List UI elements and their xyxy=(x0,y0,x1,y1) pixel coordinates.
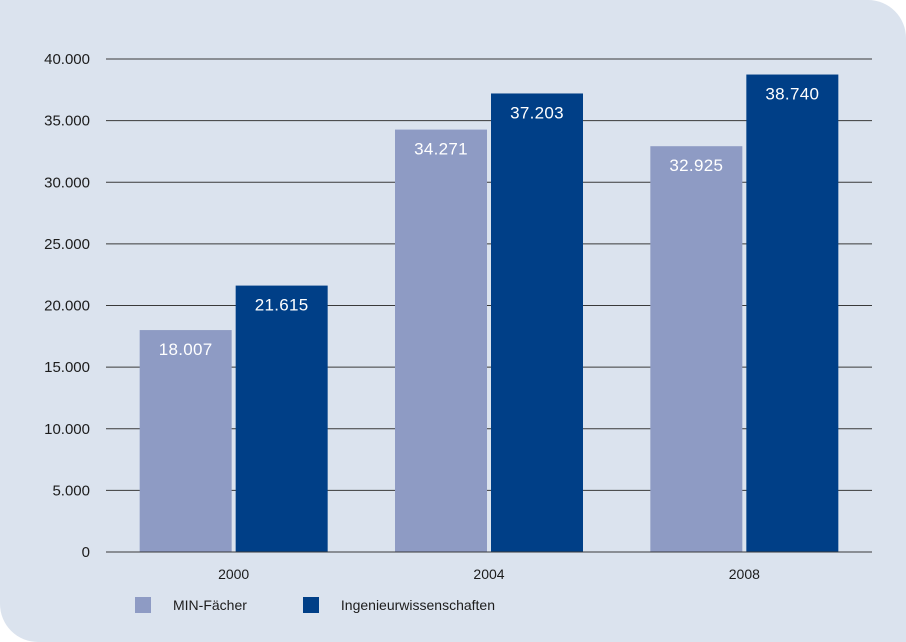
data-label: 21.615 xyxy=(255,296,309,315)
bar xyxy=(650,146,743,552)
y-tick-label: 40.000 xyxy=(44,51,90,68)
x-tick-label: 2004 xyxy=(473,566,504,582)
legend-swatch xyxy=(302,597,319,613)
bar xyxy=(746,74,839,552)
legend-swatch xyxy=(135,597,151,613)
y-tick-label: 30.000 xyxy=(44,174,90,191)
y-tick-label: 35.000 xyxy=(44,113,90,130)
legend-label: MIN-Fächer xyxy=(173,597,247,613)
legend: MIN-Fächer Ingenieurwissenschaften xyxy=(135,597,495,613)
x-tick-label: 2008 xyxy=(729,566,760,582)
data-label: 32.925 xyxy=(669,156,723,175)
data-label: 38.740 xyxy=(765,85,819,104)
bars xyxy=(139,74,839,552)
bar-chart: 0 5.000 10.000 15.000 20.000 25.000 30.000 35.0… xyxy=(44,51,872,582)
data-label: 18.007 xyxy=(159,340,213,359)
data-labels: 18.007 21.615 34.271 37.203 32.925 38.740 xyxy=(159,85,819,360)
y-tick-label: 25.000 xyxy=(44,236,90,253)
legend-item-min-faecher: MIN-Fächer xyxy=(135,597,247,613)
legend-label: Ingenieurwissenschaften xyxy=(340,597,496,613)
data-label: 37.203 xyxy=(510,103,564,122)
gridlines xyxy=(106,58,872,553)
y-tick-label: 5.000 xyxy=(52,482,90,499)
legend-item-ingenieurwissenschaften: Ingenieurwissenschaften xyxy=(302,597,496,613)
y-tick-label: 15.000 xyxy=(44,359,90,376)
y-axis-ticks: 0 5.000 10.000 15.000 20.000 25.000 30.000 35.0… xyxy=(44,51,90,561)
data-label: 34.271 xyxy=(414,140,468,159)
bar xyxy=(491,93,583,552)
bar xyxy=(235,285,328,552)
y-tick-label: 20.000 xyxy=(44,298,90,315)
bar xyxy=(139,330,232,552)
x-tick-label: 2000 xyxy=(218,566,249,582)
y-tick-label: 10.000 xyxy=(44,421,90,438)
x-axis-ticks: 2000 2004 2008 xyxy=(106,551,872,582)
bar xyxy=(395,129,487,552)
y-tick-label: 0 xyxy=(82,544,90,561)
